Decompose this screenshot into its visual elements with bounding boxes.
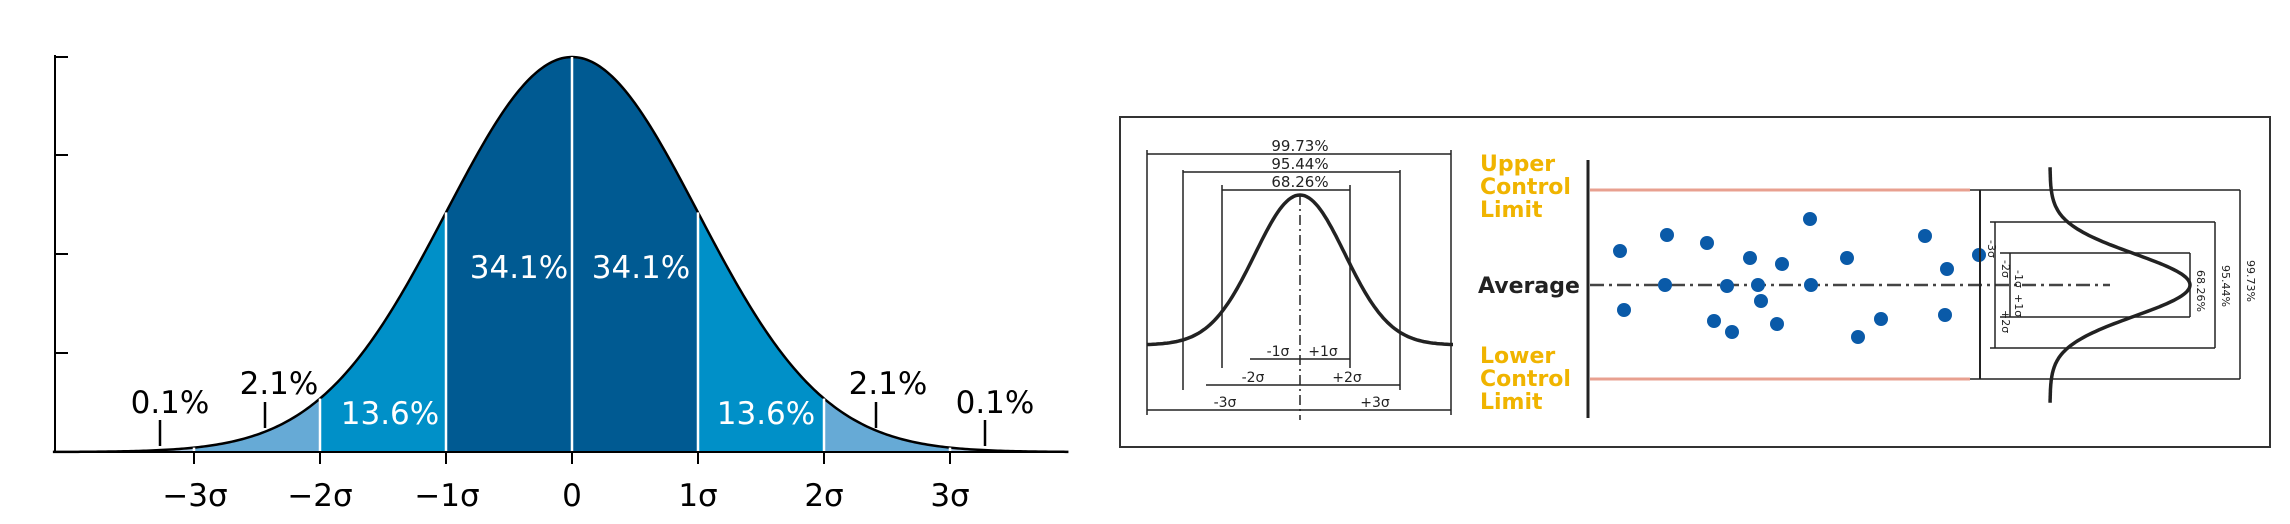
left-bell-diagram: [1146, 150, 1453, 420]
region-label: 34.1%: [592, 250, 690, 286]
data-point: [1720, 279, 1734, 293]
region-label: 13.6%: [341, 396, 439, 432]
x-axis-ticks: [193, 452, 951, 464]
region-label: 34.1%: [470, 250, 568, 286]
label-leaders: [158, 402, 987, 446]
svg-text:Control: Control: [1480, 367, 1571, 392]
data-point: [1707, 314, 1721, 328]
data-point: [1617, 303, 1631, 317]
band-region: [194, 398, 320, 452]
data-point: [1938, 308, 1952, 322]
x-tick-label: 0: [562, 478, 582, 514]
svg-text:-1σ: -1σ: [2012, 270, 2025, 288]
data-point: [1803, 212, 1817, 226]
svg-text:95.44%: 95.44%: [2219, 265, 2232, 307]
normal-distribution-figure: −3σ −2σ −1σ 0 1σ 2σ 3σ 34.1% 34.1% 13.6%…: [52, 55, 1070, 514]
lower-control-limit-label: Lower Control Limit: [1480, 344, 1571, 415]
svg-text:Upper: Upper: [1480, 152, 1555, 177]
sigma-label: -1σ: [1267, 344, 1290, 360]
data-point: [1940, 262, 1954, 276]
sigma-label: +2σ: [1332, 370, 1362, 386]
bell-sigma-labels: -1σ +1σ -2σ +2σ -3σ +3σ: [1214, 344, 1390, 411]
data-point: [1770, 317, 1784, 331]
normal-curve: [52, 55, 1069, 454]
data-point: [1754, 294, 1768, 308]
x-tick-label: 3σ: [930, 478, 969, 514]
svg-text:Limit: Limit: [1480, 390, 1543, 415]
sigma-dividers: [192, 57, 952, 452]
bell-percent-label: 68.26%: [1271, 173, 1328, 191]
average-label: Average: [1478, 274, 1580, 299]
data-point: [1751, 278, 1765, 292]
svg-text:-3σ: -3σ: [1985, 240, 1998, 258]
upper-control-limit-label: Upper Control Limit: [1480, 152, 1571, 223]
data-point: [1743, 251, 1757, 265]
y-axis-ticks: [55, 56, 68, 354]
data-point: [1658, 278, 1672, 292]
data-point: [1725, 325, 1739, 339]
svg-text:68.26%: 68.26%: [2194, 270, 2207, 312]
data-point: [1660, 228, 1674, 242]
data-point: [1700, 236, 1714, 250]
data-points: [1613, 212, 1986, 344]
data-point: [1918, 229, 1932, 243]
band-region: [824, 398, 950, 452]
svg-text:Control: Control: [1480, 175, 1571, 200]
x-tick-label: −3σ: [162, 478, 227, 514]
x-tick-label: 2σ: [804, 478, 843, 514]
bell-percent-label: 99.73%: [1271, 137, 1328, 155]
svg-text:+2σ: +2σ: [1999, 310, 2012, 333]
data-point: [1613, 244, 1627, 258]
x-tick-label: −2σ: [287, 478, 352, 514]
svg-text:-2σ: -2σ: [1999, 260, 2012, 278]
svg-text:99.73%: 99.73%: [2244, 260, 2257, 302]
x-tick-label: −1σ: [414, 478, 479, 514]
control-chart-figure: 99.73% 95.44% 68.26% -1σ +1σ -2σ +2σ -3σ…: [1119, 116, 2271, 448]
x-tick-label: 1σ: [678, 478, 717, 514]
right-bell-diagram: [1970, 167, 2241, 403]
region-label: 0.1%: [956, 385, 1035, 421]
region-label: 2.1%: [240, 366, 319, 402]
sigma-label: +3σ: [1360, 395, 1390, 411]
data-point: [1775, 257, 1789, 271]
right-sigma-labels: -3σ -2σ -1σ +1σ +2σ: [1985, 240, 2025, 333]
sigma-label: -2σ: [1242, 370, 1265, 386]
region-label: 13.6%: [717, 396, 815, 432]
right-percent-labels: 68.26% 95.44% 99.73%: [2194, 260, 2257, 312]
region-label: 2.1%: [849, 366, 928, 402]
data-point: [1840, 251, 1854, 265]
sigma-label: +1σ: [1308, 344, 1338, 360]
sigma-label: -3σ: [1214, 395, 1237, 411]
svg-text:Limit: Limit: [1480, 198, 1543, 223]
bell-percent-labels: 99.73% 95.44% 68.26%: [1271, 137, 1328, 191]
data-point: [1804, 278, 1818, 292]
region-label: 0.1%: [131, 385, 210, 421]
data-point: [1851, 330, 1865, 344]
svg-text:Lower: Lower: [1480, 344, 1555, 369]
svg-text:+1σ: +1σ: [2012, 294, 2025, 317]
bell-percent-label: 95.44%: [1271, 155, 1328, 173]
data-point: [1874, 312, 1888, 326]
